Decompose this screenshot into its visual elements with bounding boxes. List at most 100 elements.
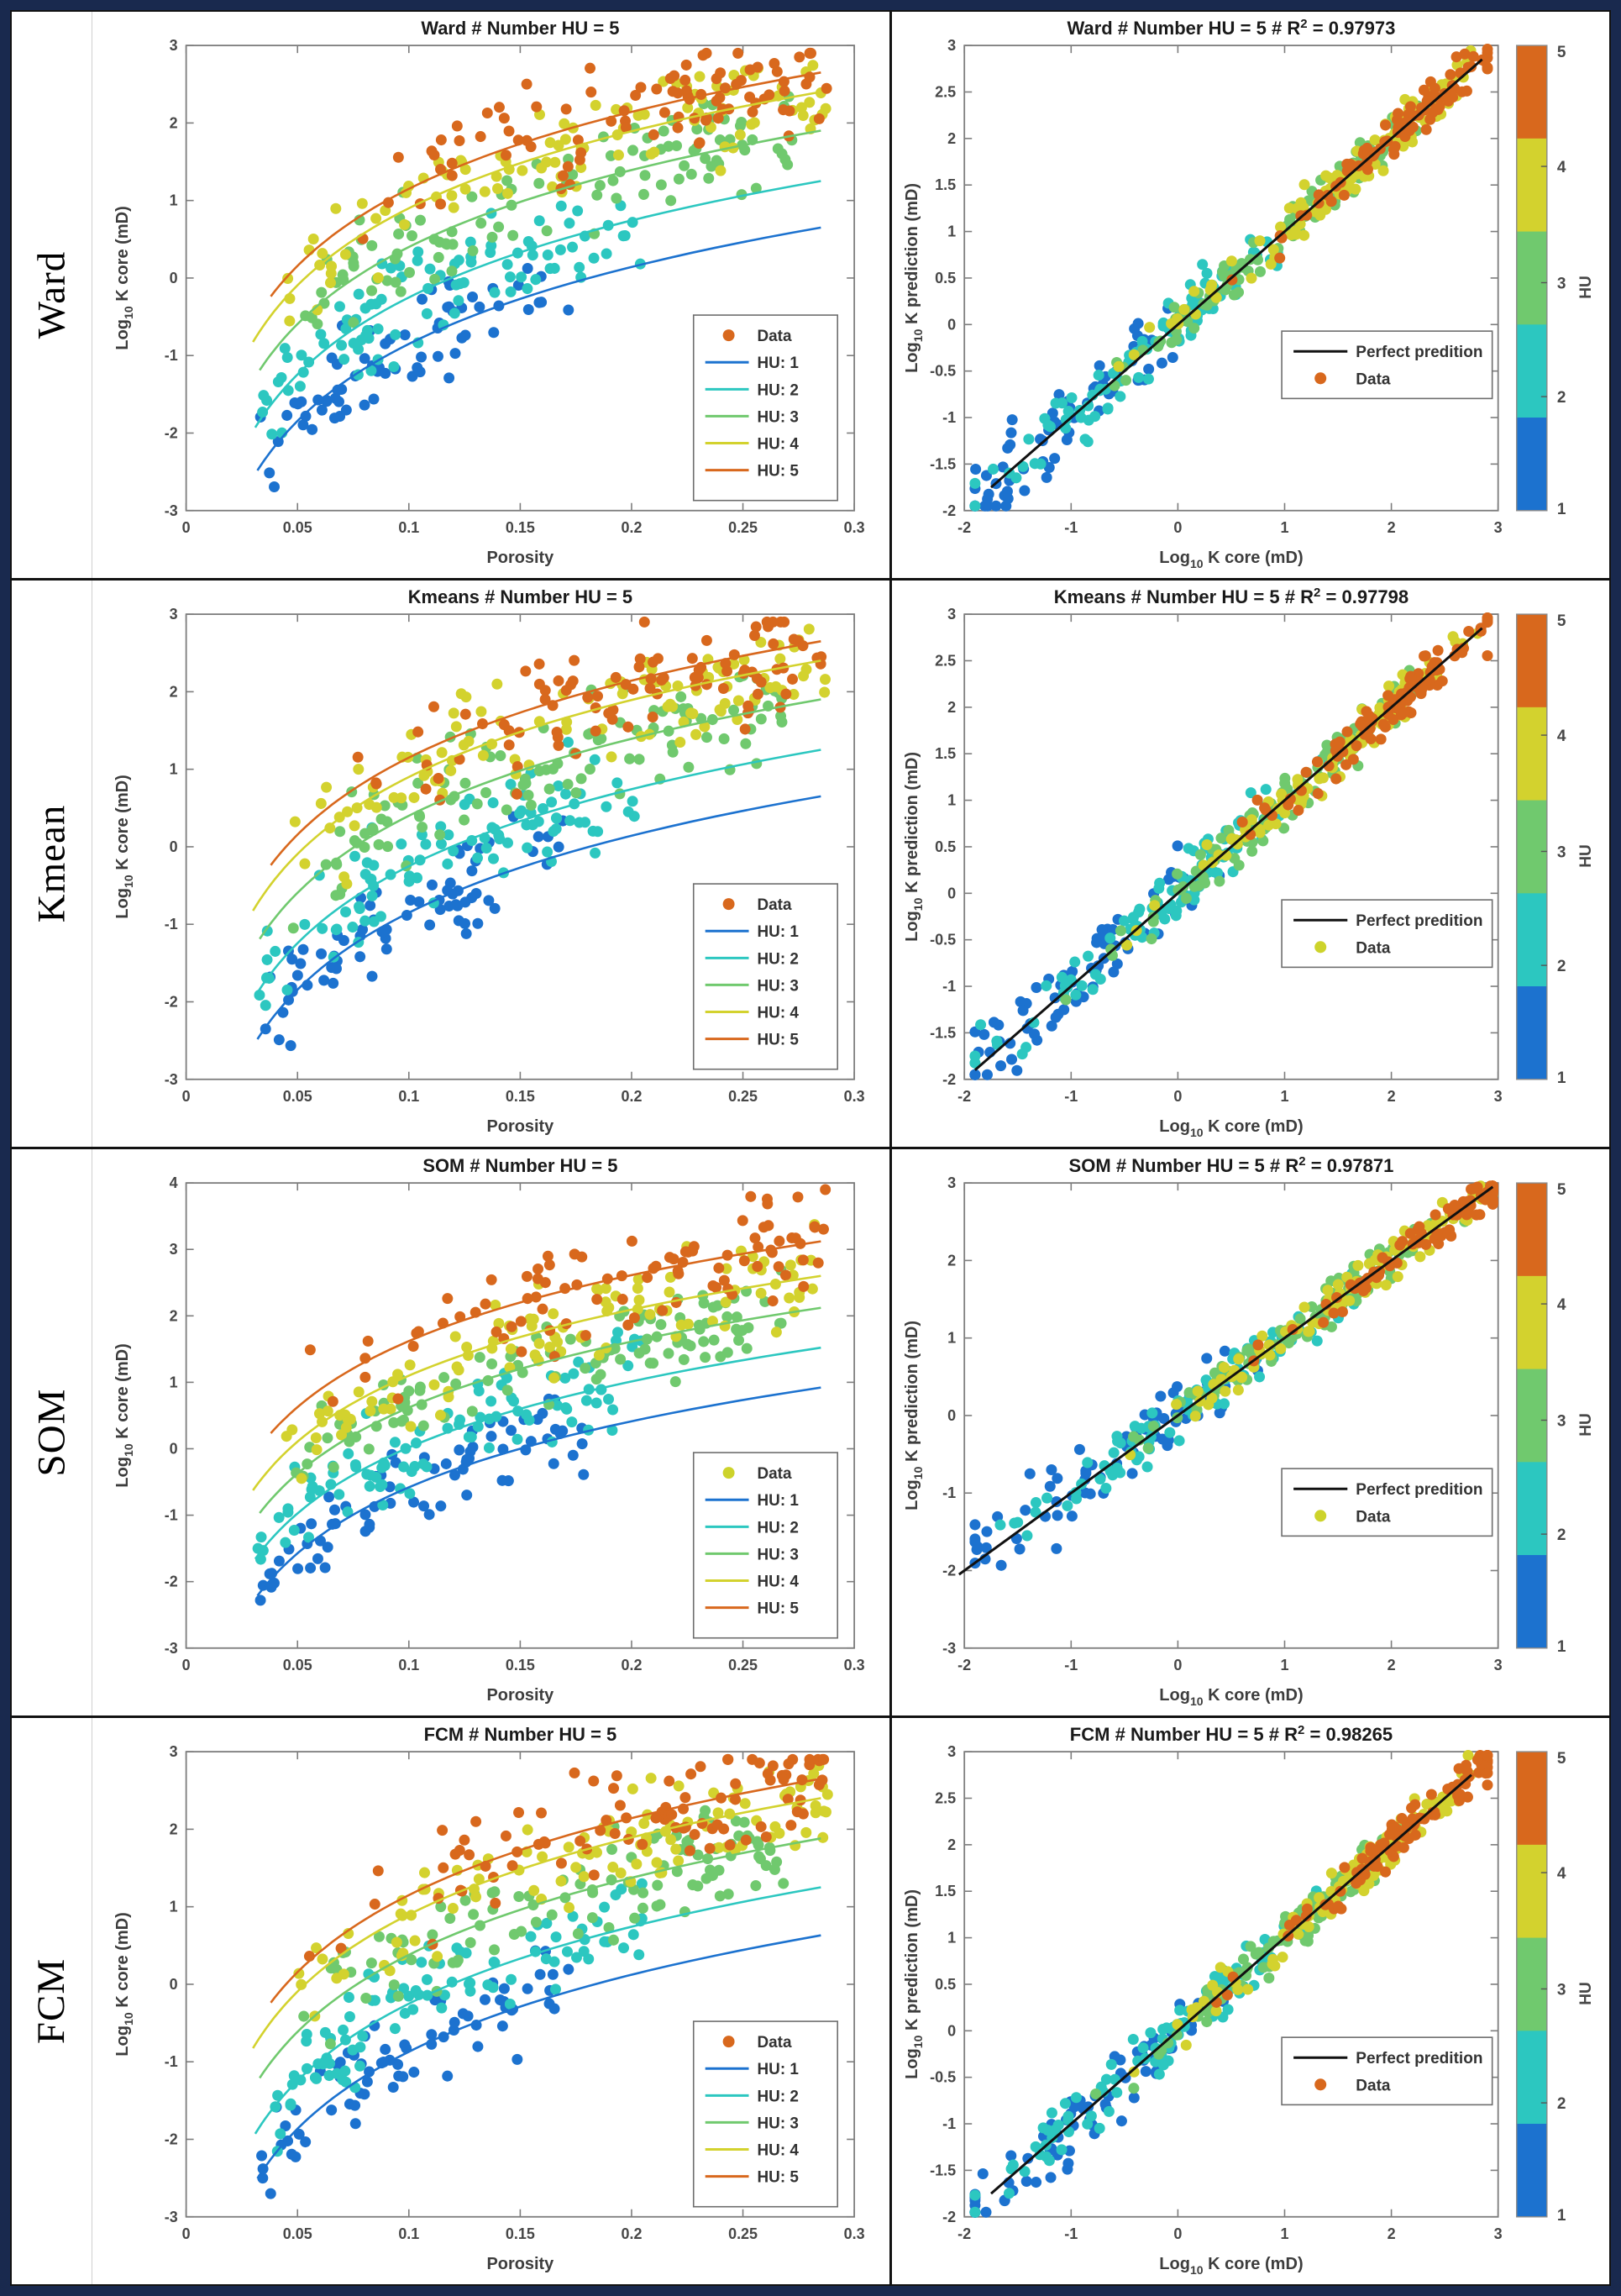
- data-point-hu1: [286, 954, 298, 965]
- data-point-hu2: [424, 263, 436, 275]
- data-point-hu2: [342, 1506, 354, 1518]
- data-point-hu2: [435, 838, 447, 850]
- legend-line-label: Perfect predition: [1356, 344, 1482, 361]
- data-point-hu5: [792, 1191, 804, 1203]
- data-point-hu5: [451, 120, 463, 132]
- data-point-hu4: [451, 1361, 463, 1373]
- data-point-hu4: [317, 1953, 328, 1965]
- colorbar-segment: [1516, 324, 1547, 418]
- data-point-hu4: [311, 1942, 322, 1954]
- data-point-hu3: [701, 732, 712, 743]
- data-point-hu1: [969, 1533, 981, 1545]
- data-point-hu2: [525, 1931, 537, 1942]
- data-point-hu5: [1311, 756, 1323, 768]
- data-point-hu2: [590, 847, 601, 859]
- data-point-hu2: [506, 1973, 517, 1985]
- data-point-hu5: [370, 777, 382, 789]
- data-point-hu5: [739, 723, 751, 735]
- data-point-hu1: [449, 1469, 460, 1481]
- data-point-hu3: [730, 1815, 742, 1827]
- data-point-hu1: [522, 263, 533, 275]
- data-point-hu2: [1093, 370, 1104, 381]
- data-point-hu4: [282, 272, 294, 284]
- data-point-hu1: [359, 2088, 370, 2100]
- y-axis-label: Log10 K prediction (mD): [903, 752, 925, 942]
- x-axis-label: Porosity: [487, 1117, 554, 1136]
- data-point-hu2: [421, 1461, 433, 1473]
- data-point-hu2: [412, 255, 423, 266]
- data-point-hu4: [419, 1867, 430, 1878]
- x-tick-label: -1: [1064, 519, 1078, 536]
- data-point-hu1: [254, 1595, 266, 1606]
- data-point-hu5: [658, 107, 670, 118]
- data-point-hu4: [388, 791, 400, 803]
- hu-curve-1: [256, 226, 821, 471]
- data-point-hu1: [1014, 1543, 1026, 1555]
- colorbar-segment: [1516, 231, 1547, 325]
- data-point-hu5: [1351, 740, 1362, 752]
- data-point-hu1: [380, 943, 392, 955]
- data-point-hu3: [1060, 994, 1072, 1006]
- data-point-hu2: [601, 801, 612, 812]
- x-tick-label: 0.15: [506, 1657, 535, 1673]
- data-point-hu2: [349, 850, 361, 862]
- data-point-hu5: [585, 62, 596, 74]
- data-point-hu3: [412, 777, 424, 789]
- chart-cell-ward-left: 0 0.05 0.1 0.15 0.2 0.25 0.3 -3 -2 -1 0 1 2 3 Ward # N…: [92, 12, 892, 578]
- data-point-hu5: [464, 1849, 475, 1861]
- data-point-hu4: [728, 658, 740, 670]
- data-point-hu5: [739, 665, 751, 676]
- data-point-hu5: [515, 1316, 527, 1327]
- data-point-hu1: [442, 2070, 454, 2082]
- data-point-hu5: [740, 1834, 752, 1846]
- colorbar-segment: [1516, 418, 1547, 512]
- data-point-hu2: [564, 218, 575, 229]
- data-point-hu3: [1241, 1344, 1253, 1356]
- hu-curve-5: [270, 1778, 821, 2004]
- data-point-hu3: [466, 191, 478, 202]
- x-tick-label: 0.05: [283, 1088, 312, 1105]
- data-point-hu2: [357, 2031, 369, 2042]
- row-label-som: SOM: [29, 1388, 74, 1477]
- data-point-hu4: [810, 1799, 821, 1812]
- data-point-hu3: [1199, 298, 1210, 310]
- data-point-hu4: [645, 148, 657, 160]
- data-point-hu1: [359, 1526, 371, 1537]
- data-point-hu2: [365, 298, 377, 310]
- perfect-prediction-line: [957, 1185, 1494, 1576]
- x-tick-label: 2: [1388, 2225, 1396, 2242]
- y-tick-label: 0.5: [935, 1976, 956, 1993]
- data-point-hu2: [1042, 419, 1054, 431]
- data-point-hu3: [1283, 1337, 1294, 1349]
- data-point-hu5: [1402, 695, 1414, 707]
- hu-curves: [252, 1240, 821, 1597]
- chart-cell-fcm-left: 0 0.05 0.1 0.15 0.2 0.25 0.3 -3 -2 -1 0 1 2 3 FCM # Nu…: [92, 1718, 892, 2284]
- data-point-hu3: [501, 1384, 513, 1396]
- data-point-hu4: [678, 716, 690, 728]
- data-point-hu2: [1070, 989, 1082, 1001]
- data-point-hu5: [747, 106, 758, 118]
- data-point-hu2: [1136, 1422, 1147, 1434]
- data-point-hu4: [787, 1269, 799, 1281]
- data-point-hu2: [522, 283, 533, 295]
- data-point-hu3: [775, 1317, 787, 1329]
- y-tick-label: -1: [165, 1507, 178, 1524]
- data-point-hu5: [1392, 1824, 1403, 1836]
- data-point-hu2: [1137, 2042, 1149, 2054]
- data-point-hu5: [1340, 759, 1352, 770]
- data-point-hu2: [1062, 1500, 1073, 1511]
- data-point-hu5: [1466, 60, 1477, 72]
- data-point-hu4: [311, 1444, 323, 1456]
- data-point-hu5: [1467, 1183, 1479, 1195]
- data-point-hu5: [785, 1820, 797, 1831]
- y-tick-label: 0: [947, 316, 956, 333]
- colorbar-segment: [1516, 138, 1547, 233]
- colorbar-segment: [1516, 2124, 1547, 2218]
- legend-data-label: Data: [757, 2034, 791, 2052]
- data-point-hu2: [1254, 1371, 1266, 1383]
- data-point-hu4: [1149, 900, 1161, 912]
- data-point-hu4: [784, 1292, 795, 1304]
- data-point-hu1: [426, 2029, 438, 2041]
- data-point-hu5: [1313, 189, 1325, 201]
